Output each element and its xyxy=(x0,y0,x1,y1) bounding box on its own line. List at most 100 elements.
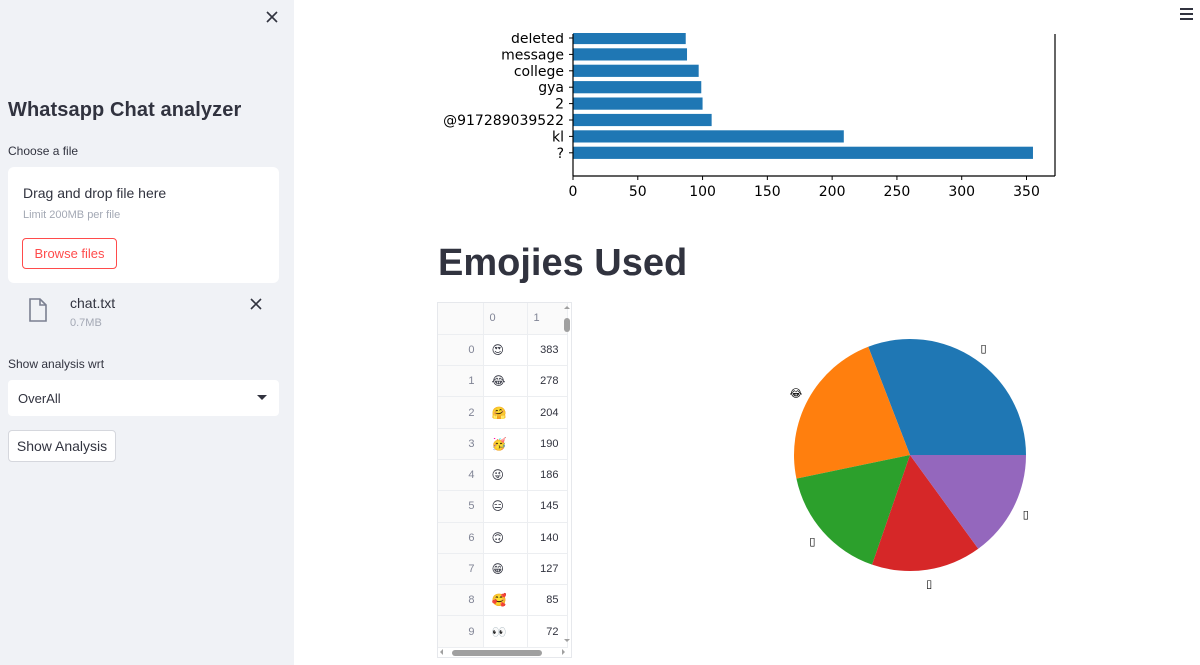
file-uploader-label: Choose a file xyxy=(8,144,79,158)
table-vertical-scrollbar[interactable] xyxy=(562,304,572,644)
emojis-section-title: Emojies Used xyxy=(438,242,688,284)
table-corner xyxy=(438,303,484,335)
bar xyxy=(573,130,844,143)
analysis-select[interactable]: OverAll xyxy=(8,380,279,416)
x-tick-label: 250 xyxy=(884,184,911,200)
hamburger-menu-icon[interactable] xyxy=(1180,8,1196,22)
uploaded-file: chat.txt 0.7MB xyxy=(8,290,279,336)
emoji-pie-chart: ▯ 😂 ▯ ▯ ▯ xyxy=(770,330,1060,590)
pie-slice-label: 😂 xyxy=(789,387,802,400)
emoji-cell[interactable]: 🥳 xyxy=(483,428,528,460)
table-horizontal-scrollbar[interactable] xyxy=(438,646,572,658)
bar xyxy=(573,64,699,77)
emoji-table[interactable]: 0 1 0 😍 383 1 😂 278 2 🤗 204 3 🥳 190 4 😜 186 5 😑 145 6 🙃 140 7… xyxy=(437,302,572,658)
row-index: 7 xyxy=(438,553,484,586)
row-index: 2 xyxy=(438,396,484,429)
emoji-cell[interactable]: 👀 xyxy=(483,615,528,648)
bar-category-label: ? xyxy=(557,146,564,162)
file-name: chat.txt xyxy=(70,295,116,311)
app-title: Whatsapp Chat analyzer xyxy=(8,99,242,121)
bar-chart-plot: deletedmessagecollegegya2@917289039522kl… xyxy=(420,0,1080,200)
table-row[interactable]: 5 😑 145 xyxy=(438,490,568,523)
bar-category-label: college xyxy=(514,64,564,80)
table-row[interactable]: 9 👀 72 xyxy=(438,615,568,648)
count-cell[interactable]: 140 xyxy=(527,522,568,554)
close-sidebar-icon[interactable] xyxy=(262,7,282,27)
table-row[interactable]: 7 😁 127 xyxy=(438,553,568,586)
pie-slice xyxy=(872,455,979,571)
emoji-cell[interactable]: 😍 xyxy=(483,334,528,367)
file-dropzone[interactable]: Drag and drop file here Limit 200MB per … xyxy=(8,167,279,283)
table-row[interactable]: 4 😜 186 xyxy=(438,459,568,492)
count-cell[interactable]: 72 xyxy=(527,615,568,648)
pie-slice xyxy=(796,455,910,565)
table-header-1[interactable]: 1 xyxy=(527,303,568,335)
row-index: 8 xyxy=(438,584,484,617)
count-cell[interactable]: 383 xyxy=(527,334,568,367)
bar xyxy=(573,113,712,127)
file-size: 0.7MB xyxy=(70,317,102,329)
analysis-select-value: OverAll xyxy=(18,391,61,406)
table-header-0[interactable]: 0 xyxy=(483,303,528,335)
count-cell[interactable]: 186 xyxy=(527,459,568,492)
bar-category-label: kl xyxy=(552,129,564,145)
dropzone-limit: Limit 200MB per file xyxy=(23,209,121,221)
count-cell[interactable]: 85 xyxy=(527,584,568,617)
plot-clip xyxy=(420,0,1080,33)
pie-slice-label: ▯ xyxy=(926,577,932,590)
emoji-cell[interactable]: 😁 xyxy=(483,553,528,586)
x-tick-label: 100 xyxy=(689,184,716,200)
bar xyxy=(573,81,702,94)
count-cell[interactable]: 145 xyxy=(527,490,568,523)
row-index: 3 xyxy=(438,428,484,460)
bar-category-label: deleted xyxy=(511,31,564,47)
x-tick-label: 350 xyxy=(1013,184,1040,200)
pie-slice xyxy=(794,346,910,479)
table-row[interactable]: 3 🥳 190 xyxy=(438,428,568,460)
browse-files-button[interactable]: Browse files xyxy=(22,238,117,269)
emoji-cell[interactable]: 😂 xyxy=(483,365,528,398)
table-vertical-scroll-thumb[interactable] xyxy=(564,318,570,332)
count-cell[interactable]: 190 xyxy=(527,428,568,460)
analysis-select-label: Show analysis wrt xyxy=(8,357,105,371)
bar xyxy=(573,31,686,45)
row-index: 1 xyxy=(438,365,484,398)
bar xyxy=(573,146,1033,159)
bar-category-label: 2 xyxy=(555,97,564,113)
x-tick-label: 0 xyxy=(569,184,578,200)
remove-file-icon[interactable] xyxy=(248,296,264,312)
table-row[interactable]: 2 🤗 204 xyxy=(438,396,568,429)
pie-slice xyxy=(910,455,1026,549)
count-cell[interactable]: 278 xyxy=(527,365,568,398)
table-row[interactable]: 0 😍 383 xyxy=(438,334,568,367)
emoji-cell[interactable]: 🥰 xyxy=(483,584,528,617)
row-index: 9 xyxy=(438,615,484,648)
x-tick-label: 50 xyxy=(629,184,647,200)
most-common-words-chart: deleted message college gya 2 @917289039522 kl… xyxy=(420,0,1080,210)
table-row[interactable]: 8 🥰 85 xyxy=(438,584,568,617)
bar xyxy=(573,97,703,110)
row-index: 0 xyxy=(438,334,484,367)
x-tick-label: 300 xyxy=(948,184,975,200)
bar-category-label: gya xyxy=(538,80,564,96)
row-index: 5 xyxy=(438,490,484,523)
x-tick-label: 200 xyxy=(819,184,846,200)
bar-category-label: message xyxy=(501,47,564,63)
emoji-cell[interactable]: 🙃 xyxy=(483,522,528,554)
table-horizontal-scroll-thumb[interactable] xyxy=(452,650,542,656)
bar-category-label: @917289039522 xyxy=(443,113,564,129)
count-cell[interactable]: 204 xyxy=(527,396,568,429)
emoji-cell[interactable]: 😑 xyxy=(483,490,528,523)
emoji-cell[interactable]: 🤗 xyxy=(483,396,528,429)
table-row[interactable]: 1 😂 278 xyxy=(438,365,568,398)
dropzone-title: Drag and drop file here xyxy=(23,185,167,201)
file-icon xyxy=(29,298,47,322)
show-analysis-button[interactable]: Show Analysis xyxy=(8,430,116,462)
table-row[interactable]: 6 🙃 140 xyxy=(438,522,568,554)
table-header-row: 0 1 xyxy=(438,303,568,335)
chevron-down-icon xyxy=(257,395,267,400)
pie-slice-label: ▯ xyxy=(980,342,986,355)
emoji-cell[interactable]: 😜 xyxy=(483,459,528,492)
count-cell[interactable]: 127 xyxy=(527,553,568,586)
